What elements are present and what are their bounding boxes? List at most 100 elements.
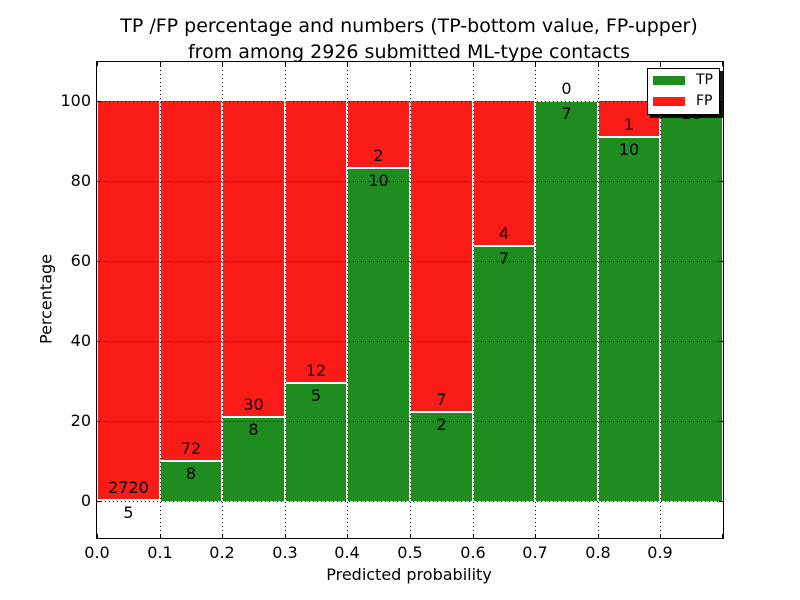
x-tick-mark-bottom	[722, 534, 723, 538]
bar-count-label-tp: 2	[436, 415, 447, 435]
y-tick-mark-left	[97, 181, 101, 182]
x-tick-mark-bottom	[285, 534, 286, 538]
x-axis-label: Predicted probability	[326, 565, 492, 584]
gridline-vertical	[410, 62, 411, 538]
plot-area: 2720572830812521072470711016 02040608010…	[60, 61, 724, 562]
y-tick-mark-right	[719, 501, 723, 502]
bar-count-label-fp: 1	[623, 115, 635, 135]
bar-segment-tp	[97, 500, 160, 502]
x-tick-mark-top	[598, 62, 599, 66]
bar-segment-tp	[473, 246, 535, 501]
bar-count-label-tp: 10	[368, 170, 389, 190]
legend-label-fp: FP	[696, 93, 713, 109]
bar-segment-tp	[285, 383, 347, 501]
x-tick-mark-top	[473, 62, 474, 66]
bar-count-label-fp: 2	[373, 145, 384, 165]
gridline-vertical	[535, 62, 536, 538]
bar-count-label-fp: 0	[561, 79, 572, 98]
x-tick-mark-bottom	[347, 534, 348, 538]
bar-count-label-fp: 4	[498, 224, 510, 244]
tp-color-swatch	[653, 76, 685, 85]
bar-count-label-fp: 12	[305, 361, 327, 381]
x-tick-mark-top	[222, 62, 223, 66]
bar-segment-fp	[160, 101, 222, 461]
x-tick-mark-top	[285, 62, 286, 66]
legend-label-tp: TP	[696, 72, 713, 88]
x-tick-label: 0.4	[334, 543, 360, 562]
x-tick-mark-top	[160, 62, 161, 66]
chart-title: TP /FP percentage and numbers (TP-bottom…	[120, 13, 698, 65]
gridline-vertical	[347, 62, 348, 538]
bar-count-label-tp: 5	[123, 503, 134, 523]
x-tick-mark-bottom	[410, 534, 411, 538]
x-tick-mark-top	[97, 62, 98, 66]
bar-segment-fp	[222, 101, 285, 417]
y-tick-label: 20	[70, 411, 91, 430]
x-tick-label: 0.1	[147, 543, 173, 562]
bar-segment-fp	[285, 101, 347, 384]
y-tick-mark-left	[97, 101, 101, 102]
y-tick-mark-right	[719, 181, 723, 182]
gridline-vertical	[473, 62, 474, 538]
bar-count-label-fp: 2720	[108, 478, 149, 498]
gridline-vertical	[598, 62, 599, 538]
y-tick-mark-right	[719, 261, 723, 262]
gridlines-layer	[97, 62, 723, 538]
x-tick-label: 0.9	[647, 543, 673, 562]
gridline-vertical	[285, 62, 286, 538]
x-tick-mark-bottom	[660, 534, 661, 538]
legend-item-tp: TP	[653, 73, 713, 88]
y-tick-label: 0	[80, 491, 91, 510]
fp-color-swatch	[653, 97, 685, 106]
y-tick-mark-right	[719, 101, 723, 102]
x-tick-label: 0.7	[522, 543, 548, 562]
x-tick-label: 0.3	[272, 543, 298, 562]
bar-count-label-tp: 7	[498, 249, 510, 269]
chart-title-line2: from among 2926 submitted ML-type contac…	[187, 41, 631, 63]
y-tick-mark-right	[719, 421, 723, 422]
bar-segment-fp	[410, 101, 473, 413]
x-tick-mark-bottom	[222, 534, 223, 538]
bar-count-label-tp: 8	[248, 419, 259, 439]
legend-item-fp: FP	[653, 94, 713, 109]
x-tick-mark-bottom	[97, 534, 98, 538]
y-tick-label: 40	[70, 331, 91, 350]
bar-count-label-tp: 5	[310, 386, 322, 406]
x-tick-label: 0.6	[460, 543, 486, 562]
y-tick-mark-right	[719, 341, 723, 342]
bar-count-label-fp: 30	[243, 394, 264, 414]
y-tick-mark-left	[97, 421, 101, 422]
bar-count-label-tp: 8	[185, 464, 197, 483]
y-tick-mark-left	[97, 261, 101, 262]
x-tick-mark-bottom	[473, 534, 474, 538]
x-tick-mark-top	[722, 62, 723, 66]
x-tick-mark-top	[410, 62, 411, 66]
y-tick-label: 80	[70, 171, 91, 190]
x-tick-mark-top	[347, 62, 348, 66]
bar-count-label-fp: 7	[436, 390, 447, 410]
bar-segment-tp	[160, 461, 222, 501]
chart-title-line1: TP /FP percentage and numbers (TP-bottom…	[120, 15, 698, 37]
bar-labels-layer: 2720572830812521072470711016	[97, 62, 723, 538]
x-tick-label: 0.5	[397, 543, 423, 562]
bar-segment-fp	[473, 101, 535, 247]
x-tick-mark-bottom	[160, 534, 161, 538]
ticks-layer	[97, 62, 723, 538]
bar-segment-fp	[97, 101, 160, 501]
x-tick-label: 0.8	[585, 543, 611, 562]
bar-segment-tp	[660, 101, 723, 501]
bar-count-label-fp: 72	[180, 439, 202, 458]
bar-count-label-tp: 7	[561, 104, 572, 123]
x-tick-mark-top	[660, 62, 661, 66]
x-tick-label: 0.2	[209, 543, 235, 562]
y-tick-label: 60	[70, 251, 91, 270]
x-tick-mark-top	[535, 62, 536, 66]
gridline-vertical	[160, 62, 161, 538]
y-tick-mark-left	[97, 341, 101, 342]
x-tick-mark-bottom	[598, 534, 599, 538]
x-tick-mark-bottom	[535, 534, 536, 538]
bar-count-label-tp: 10	[618, 140, 640, 160]
gridline-vertical	[222, 62, 223, 538]
gridline-vertical	[660, 62, 661, 538]
